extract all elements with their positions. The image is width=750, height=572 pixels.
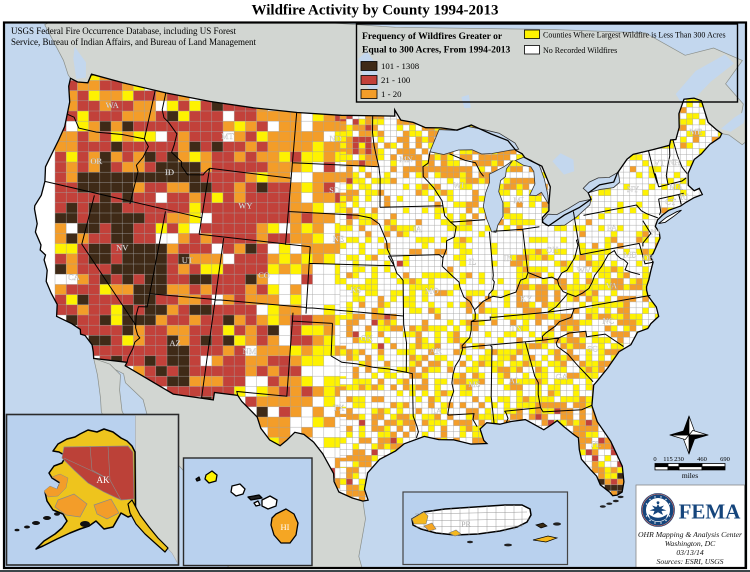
svg-text:Wildfire Activity by County 19: Wildfire Activity by County 1994-2013: [252, 3, 499, 19]
svg-text:WA: WA: [106, 100, 120, 110]
svg-text:460: 460: [697, 456, 707, 463]
svg-text:03/13/14: 03/13/14: [676, 548, 703, 557]
svg-text:CA: CA: [68, 272, 81, 282]
svg-text:Sources: ESRI, USGS: Sources: ESRI, USGS: [657, 557, 724, 566]
svg-text:MI: MI: [513, 195, 524, 205]
svg-text:115: 115: [663, 456, 673, 463]
svg-text:WV: WV: [577, 265, 592, 275]
svg-text:UT: UT: [182, 255, 194, 265]
svg-text:IL: IL: [468, 256, 476, 266]
svg-text:ID: ID: [165, 167, 174, 177]
svg-text:AL: AL: [509, 376, 520, 386]
svg-text:SD: SD: [329, 185, 340, 195]
svg-text:0: 0: [653, 456, 656, 463]
svg-text:TN: TN: [511, 323, 522, 333]
svg-text:GA: GA: [556, 372, 569, 382]
svg-text:IA: IA: [413, 224, 423, 234]
svg-text:101 - 1308: 101 - 1308: [381, 61, 420, 71]
svg-text:690: 690: [720, 456, 730, 463]
svg-text:OR: OR: [90, 156, 102, 166]
svg-text:MD: MD: [624, 250, 638, 260]
svg-text:NM: NM: [243, 346, 257, 356]
svg-text:AK: AK: [97, 475, 110, 485]
svg-text:VT: VT: [654, 157, 666, 167]
svg-text:1 - 20: 1 - 20: [381, 89, 402, 99]
svg-text:CO: CO: [258, 270, 270, 280]
svg-text:FL: FL: [591, 439, 601, 449]
svg-text:MO: MO: [425, 286, 439, 296]
svg-text:ND: ND: [330, 133, 342, 143]
svg-text:NV: NV: [116, 242, 129, 252]
svg-text:NC: NC: [602, 315, 614, 325]
svg-text:OK: OK: [360, 333, 373, 343]
svg-text:SC: SC: [587, 344, 598, 354]
svg-text:KY: KY: [520, 293, 532, 303]
svg-text:NY: NY: [627, 184, 639, 194]
svg-text:21 - 100: 21 - 100: [381, 75, 411, 85]
svg-text:LA: LA: [431, 406, 443, 416]
svg-text:MA: MA: [669, 181, 684, 191]
svg-text:OH: OH: [546, 245, 558, 255]
svg-text:KS: KS: [350, 284, 361, 294]
svg-text:ME: ME: [689, 127, 702, 137]
svg-text:WI: WI: [453, 180, 464, 190]
svg-text:miles: miles: [682, 471, 698, 480]
svg-text:PR: PR: [461, 520, 471, 529]
svg-text:OHR Mapping & Analysis Center: OHR Mapping & Analysis Center: [638, 530, 743, 539]
svg-text:NH: NH: [668, 157, 680, 167]
svg-text:CT: CT: [665, 197, 677, 207]
svg-text:VA: VA: [606, 281, 618, 291]
svg-text:DE: DE: [642, 253, 653, 263]
svg-text:Washington, DC: Washington, DC: [665, 539, 716, 548]
svg-text:No Recorded Wildfires: No Recorded Wildfires: [543, 46, 617, 55]
svg-text:TX: TX: [333, 403, 344, 413]
svg-text:NE: NE: [333, 233, 344, 243]
svg-text:USGS Federal Fire Occurrence D: USGS Federal Fire Occurrence Database, i…: [11, 26, 236, 36]
svg-text:MT: MT: [221, 131, 235, 141]
svg-text:Equal to 300 Acres, From 1994-: Equal to 300 Acres, From 1994-2013: [362, 45, 511, 56]
svg-text:AR: AR: [430, 346, 442, 356]
svg-text:NJ: NJ: [651, 227, 661, 237]
svg-text:Frequency of Wildfires Greater: Frequency of Wildfires Greater or: [362, 31, 503, 42]
svg-text:MS: MS: [468, 379, 481, 389]
svg-text:HI: HI: [281, 522, 290, 532]
svg-text:PA: PA: [607, 223, 618, 233]
svg-text:Counties Where Largest Wildfir: Counties Where Largest Wildfire is Less …: [543, 31, 726, 40]
svg-text:MN: MN: [399, 154, 413, 164]
svg-text:WY: WY: [238, 201, 252, 211]
svg-text:230: 230: [674, 456, 684, 463]
svg-text:IN: IN: [504, 253, 513, 263]
svg-text:Service, Bureau of Indian Affa: Service, Bureau of Indian Affairs, and B…: [11, 37, 256, 47]
svg-text:AZ: AZ: [169, 338, 180, 348]
svg-text:RI: RI: [680, 191, 689, 201]
svg-text:FEMA: FEMA: [679, 500, 742, 524]
